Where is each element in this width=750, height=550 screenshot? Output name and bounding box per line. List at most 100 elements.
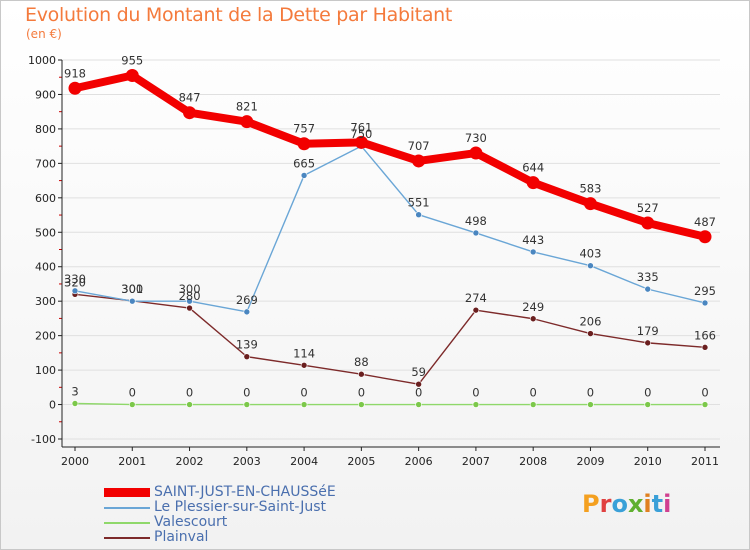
logo-letter: x xyxy=(627,490,644,518)
data-label-valescourt: 0 xyxy=(358,386,365,400)
data-label-plessier: 750 xyxy=(350,127,372,141)
legend-label: Plainval xyxy=(154,529,209,545)
data-point-saint-just xyxy=(583,197,597,211)
data-point-valescourt xyxy=(300,401,308,408)
data-point-plessier xyxy=(128,297,136,305)
x-tick-label: 2007 xyxy=(462,455,490,468)
data-point-saint-just xyxy=(125,69,139,83)
data-point-saint-just xyxy=(412,154,426,168)
data-label-saint-just: 761 xyxy=(350,120,372,134)
data-point-valescourt xyxy=(587,401,594,408)
data-label-valescourt: 0 xyxy=(300,386,307,400)
legend-label: SAINT-JUST-EN-CHAUSSéE xyxy=(154,484,336,500)
data-point-saint-just xyxy=(641,216,655,230)
data-point-plessier xyxy=(186,297,193,305)
data-label-plainval: 114 xyxy=(293,346,315,360)
data-label-saint-just: 918 xyxy=(64,66,86,80)
y-tick-label: 800 xyxy=(35,123,56,136)
x-tick-label: 2008 xyxy=(519,455,547,468)
data-label-plessier: 551 xyxy=(408,196,430,210)
y-tick-label: 500 xyxy=(35,226,56,239)
data-label-plainval: 166 xyxy=(694,328,716,342)
data-point-plainval xyxy=(587,330,594,337)
data-point-saint-just xyxy=(354,135,368,149)
data-point-saint-just xyxy=(698,230,712,244)
data-point-saint-just xyxy=(240,115,254,129)
x-tick-label: 2002 xyxy=(176,455,204,468)
data-point-valescourt xyxy=(529,401,537,408)
y-tick-label: 300 xyxy=(35,295,56,308)
x-tick-label: 2009 xyxy=(576,455,604,468)
data-label-saint-just: 821 xyxy=(236,100,258,114)
data-point-plessier xyxy=(243,308,251,316)
data-label-plessier: 665 xyxy=(293,156,315,170)
data-point-plessier xyxy=(415,211,422,219)
data-point-valescourt xyxy=(644,401,652,408)
data-point-valescourt xyxy=(186,401,193,408)
x-tick-label: 2001 xyxy=(118,455,146,468)
x-tick-label: 2003 xyxy=(233,455,261,468)
y-tick-label: 700 xyxy=(35,157,56,170)
data-label-valescourt: 0 xyxy=(243,386,250,400)
data-label-saint-just: 527 xyxy=(637,201,659,215)
data-label-valescourt: 0 xyxy=(186,386,193,400)
data-label-plessier: 330 xyxy=(64,272,86,286)
data-label-plainval: 59 xyxy=(411,365,426,379)
data-label-plainval: 301 xyxy=(121,282,143,296)
data-label-valescourt: 0 xyxy=(587,386,594,400)
data-label-plainval: 179 xyxy=(637,324,659,338)
data-label-plainval: 280 xyxy=(179,289,201,303)
data-label-plainval: 139 xyxy=(236,338,258,352)
data-label-plessier: 335 xyxy=(637,270,659,284)
data-point-valescourt xyxy=(71,400,79,407)
series-line-plessier xyxy=(74,145,706,313)
data-label-plainval: 206 xyxy=(579,315,601,329)
data-point-plessier xyxy=(701,299,709,307)
data-label-saint-just: 644 xyxy=(522,161,544,175)
logo-letter: t xyxy=(651,490,664,518)
data-point-plessier xyxy=(644,285,652,293)
data-point-saint-just xyxy=(183,106,197,120)
y-tick-label: 100 xyxy=(35,364,56,377)
y-tick-label: 1000 xyxy=(28,54,56,67)
data-label-plainval: 274 xyxy=(465,291,487,305)
data-point-saint-just xyxy=(297,137,311,151)
logo-letter: r xyxy=(599,490,612,518)
data-label-valescourt: 0 xyxy=(129,386,136,400)
legend-swatch-plainval xyxy=(104,537,150,539)
y-tick-label: 200 xyxy=(35,330,56,343)
legend-swatch-valescourt xyxy=(104,522,150,524)
series-line-valescourt xyxy=(74,402,705,406)
data-point-plainval xyxy=(243,353,251,360)
data-label-plessier: 403 xyxy=(579,247,601,261)
data-label-valescourt: 0 xyxy=(415,386,422,400)
y-tick-label: 0 xyxy=(49,399,56,412)
data-point-plainval xyxy=(644,339,652,347)
data-point-plessier xyxy=(587,262,594,269)
legend-swatch-saint-just xyxy=(104,488,150,497)
data-point-plainval xyxy=(186,304,193,312)
data-point-valescourt xyxy=(472,401,480,408)
data-label-saint-just: 955 xyxy=(121,54,143,68)
data-label-plessier: 300 xyxy=(179,282,201,296)
data-label-plainval: 249 xyxy=(522,300,544,314)
data-label-valescourt: 3 xyxy=(71,385,78,399)
data-point-plessier xyxy=(300,172,308,179)
data-label-plainval: 88 xyxy=(354,355,369,369)
data-point-plainval xyxy=(300,361,308,369)
y-tick-label: 600 xyxy=(35,192,56,205)
data-label-saint-just: 707 xyxy=(408,139,430,153)
data-point-plainval xyxy=(701,344,709,351)
data-label-valescourt: 0 xyxy=(530,386,537,400)
logo-letter: i xyxy=(663,490,672,518)
data-point-plainval xyxy=(358,370,365,378)
chart-subtitle: (en €) xyxy=(26,27,62,41)
x-tick-label: 2011 xyxy=(691,455,719,468)
data-point-saint-just xyxy=(68,81,82,95)
proxiti-logo: Proxiti xyxy=(582,490,671,518)
x-tick-label: 2006 xyxy=(405,455,433,468)
data-label-plessier: 300 xyxy=(121,282,143,296)
legend-label: Le Plessier-sur-Saint-Just xyxy=(154,499,326,515)
data-point-saint-just xyxy=(469,146,483,160)
